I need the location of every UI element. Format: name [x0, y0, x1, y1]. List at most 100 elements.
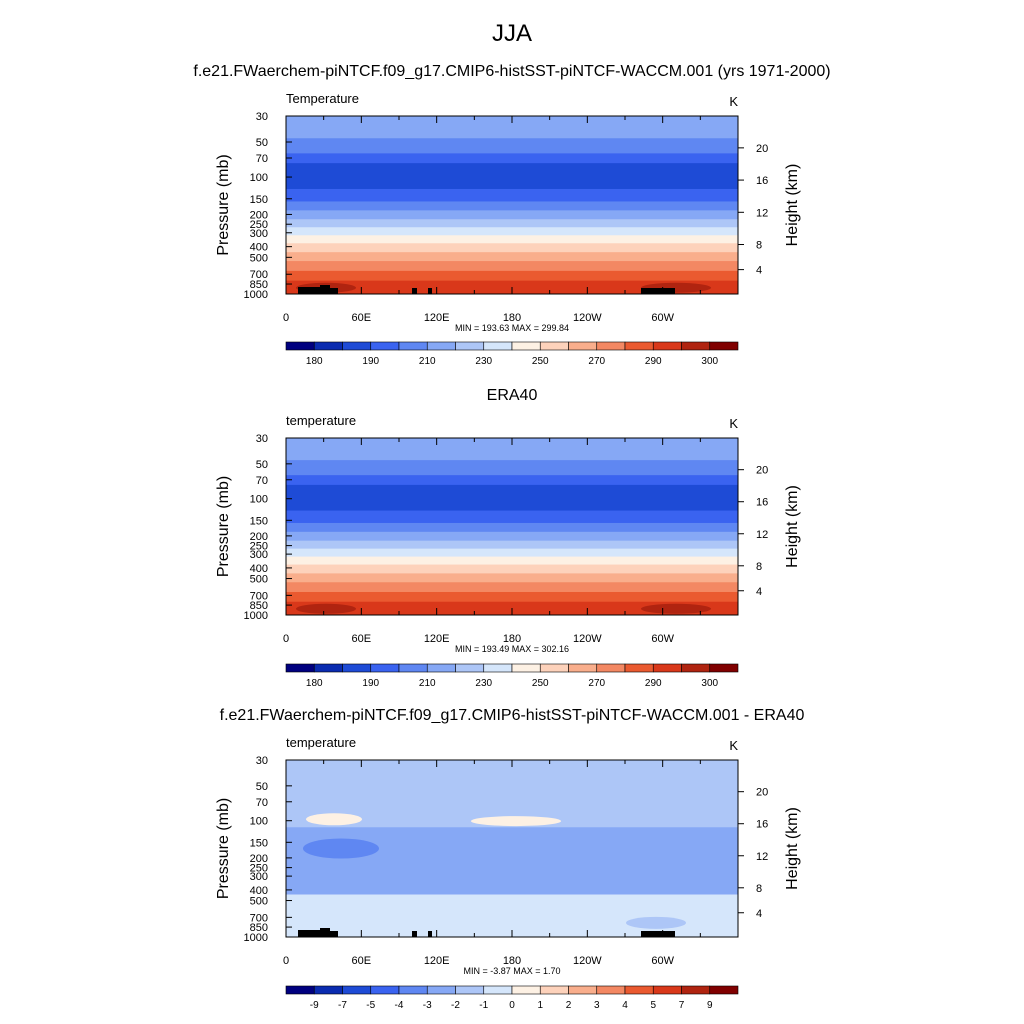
colorbar-box: [455, 985, 485, 995]
colorbar-box: [596, 663, 626, 673]
colorbar-box: [624, 985, 654, 995]
height-tick-label: 4: [756, 908, 762, 920]
min-max-stats: MIN = 193.49 MAX = 302.16: [455, 644, 569, 654]
contour-band: [286, 270, 738, 282]
topography-mask: [320, 285, 330, 294]
colorbar-label: -2: [451, 1000, 460, 1011]
topography-mask: [641, 931, 675, 937]
colorbar-box: [370, 341, 400, 351]
topography-mask: [641, 288, 675, 294]
topography-mask: [298, 287, 322, 294]
y-tick-label: 200: [250, 531, 268, 543]
colorbar-label: 9: [707, 1000, 713, 1011]
contour-band: [286, 201, 738, 211]
colorbar-box: [483, 341, 513, 351]
colorbar-box: [681, 341, 711, 351]
colorbar-box: [455, 341, 485, 351]
colorbar-box: [455, 663, 485, 673]
y-axis-label: Pressure (mb): [215, 798, 232, 899]
colorbar-label: -3: [423, 1000, 432, 1011]
contour-band: [286, 252, 738, 262]
colorbar-label: -4: [395, 1000, 404, 1011]
y-tick-label: 500: [250, 574, 268, 586]
x-tick-label: 0: [283, 955, 289, 967]
colorbar-label: -7: [338, 1000, 347, 1011]
height-axis-label: Height (km): [784, 164, 801, 247]
contour-band: [286, 227, 738, 236]
colorbar-label: 250: [532, 356, 549, 367]
y-tick-label: 70: [256, 475, 268, 487]
x-tick-label: 120E: [424, 955, 450, 967]
contour-blob: [641, 603, 711, 614]
contour-blob: [296, 603, 356, 614]
contour-band: [286, 163, 738, 190]
contour-band: [286, 564, 738, 574]
colorbar-label: -9: [310, 1000, 319, 1011]
x-tick-label: 120E: [424, 312, 450, 324]
colorbar-box: [398, 985, 428, 995]
height-tick-label: 8: [756, 561, 762, 573]
height-axis-label: Height (km): [784, 807, 801, 890]
colorbar-box: [652, 985, 682, 995]
colorbar-label: 180: [306, 678, 323, 689]
height-tick-label: 20: [756, 143, 768, 155]
colorbar-box: [709, 985, 739, 995]
y-tick-label: 30: [256, 755, 268, 767]
contour-blob: [306, 813, 362, 826]
colorbar-box: [539, 985, 569, 995]
contour-band: [286, 531, 738, 542]
topography-mask: [298, 930, 322, 937]
contour-band: [286, 484, 738, 512]
topography-mask: [428, 288, 432, 294]
field-label: temperature: [286, 413, 356, 428]
colorbar-label: -5: [366, 1000, 375, 1011]
colorbar-box: [624, 341, 654, 351]
colorbar-box: [681, 985, 711, 995]
colorbar-label: 210: [419, 678, 436, 689]
y-tick-label: 850: [250, 279, 268, 291]
colorbar-box: [709, 341, 739, 351]
y-tick-label: 700: [250, 269, 268, 281]
height-tick-label: 8: [756, 883, 762, 895]
contour-band: [286, 235, 738, 244]
y-tick-label: 150: [250, 194, 268, 206]
colorbar-label: 300: [701, 356, 718, 367]
colorbar-box: [511, 985, 541, 995]
colorbar-box: [568, 663, 598, 673]
units-label: K: [729, 738, 738, 753]
topography-mask: [330, 931, 338, 937]
y-tick-label: 700: [250, 590, 268, 602]
contour-band: [286, 116, 738, 139]
colorbar-box: [483, 985, 513, 995]
colorbar-box: [596, 341, 626, 351]
colorbar-box: [313, 663, 343, 673]
y-axis-label: Pressure (mb): [215, 154, 232, 255]
contour-band: [286, 573, 738, 583]
main-title: JJA: [491, 20, 532, 47]
contour-band: [286, 548, 738, 558]
field-label: Temperature: [286, 91, 359, 106]
x-tick-label: 0: [283, 633, 289, 645]
colorbar-box: [568, 985, 598, 995]
colorbar-box: [652, 341, 682, 351]
colorbar-box: [426, 663, 456, 673]
colorbar-box: [709, 663, 739, 673]
y-tick-label: 30: [256, 111, 268, 123]
contour-blob: [471, 816, 561, 827]
y-tick-label: 500: [250, 896, 268, 908]
y-tick-label: 50: [256, 459, 268, 471]
colorbar-label: 250: [532, 678, 549, 689]
colorbar-box: [426, 985, 456, 995]
colorbar-box: [596, 985, 626, 995]
y-tick-label: 100: [250, 172, 268, 184]
y-tick-label: 400: [250, 563, 268, 575]
height-tick-label: 20: [756, 465, 768, 477]
colorbar-label: 2: [566, 1000, 572, 1011]
colorbar-label: -1: [479, 1000, 488, 1011]
x-tick-label: 60W: [651, 312, 674, 324]
x-tick-label: 120W: [573, 312, 602, 324]
contour-band: [286, 475, 738, 486]
y-tick-label: 200: [250, 209, 268, 221]
x-tick-label: 180: [503, 633, 521, 645]
y-tick-label: 100: [250, 494, 268, 506]
